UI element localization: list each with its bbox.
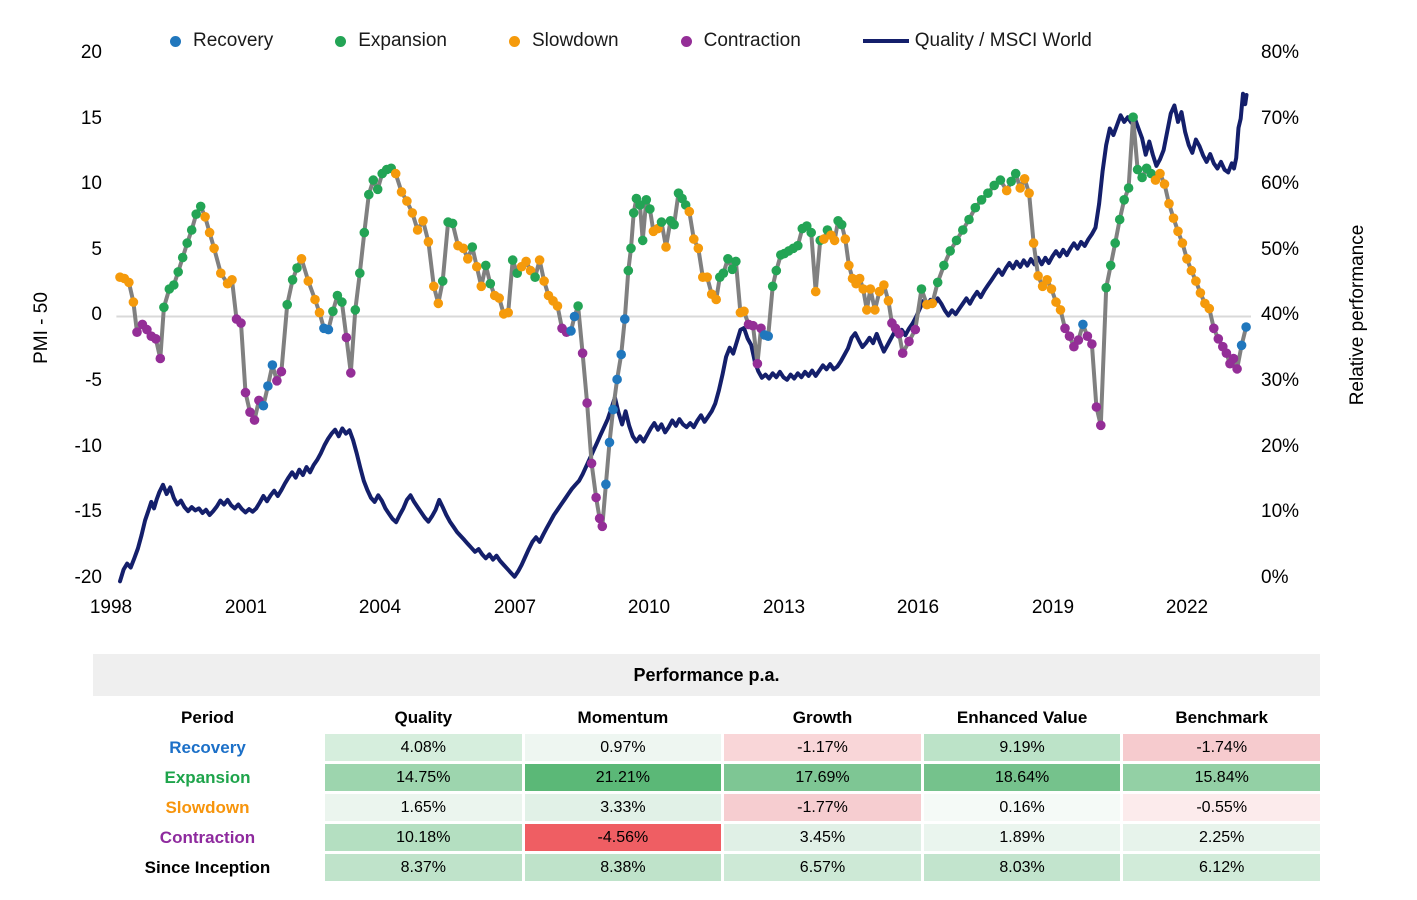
column-header-enhanced-value: Enhanced Value: [956, 708, 1088, 727]
y-right-tick: 0%: [1261, 567, 1289, 588]
column-header-growth: Growth: [792, 708, 853, 727]
column-header-period: Period: [181, 708, 234, 727]
right-axis-title: Relative performance: [1347, 224, 1368, 406]
y-left-tick: -5: [85, 370, 102, 391]
table-cell: -1.74%: [1123, 734, 1320, 761]
slowdown-dot-icon: [508, 35, 520, 47]
legend-item-recovery: Recovery: [170, 30, 273, 52]
legend-item-expansion: Expansion: [335, 30, 447, 52]
y-right-tick: 20%: [1261, 436, 1300, 457]
legend-label-slowdown: Slowdown: [531, 30, 619, 51]
table-title: Performance p.a.: [93, 654, 1320, 696]
x-tick: 1998: [89, 597, 133, 618]
table-cell: 8.03%: [923, 854, 1121, 881]
table-cell: 3.45%: [724, 824, 921, 851]
row-label-since-inception: Since Inception: [144, 858, 271, 877]
table-cell: -4.56%: [524, 824, 722, 851]
row-label-contraction: Contraction: [159, 828, 256, 847]
table-cell: 4.08%: [325, 734, 522, 761]
table-cell: 1.89%: [923, 824, 1121, 851]
column-header-quality: Quality: [394, 708, 453, 727]
legend-label-recovery: Recovery: [193, 30, 274, 51]
table-cell: 17.69%: [724, 764, 921, 791]
x-tick: 2004: [358, 597, 402, 618]
table-cell: 15.84%: [1123, 764, 1320, 791]
contraction-dot-icon: [680, 35, 692, 47]
y-left-tick: -10: [74, 436, 102, 457]
x-tick: 2016: [896, 597, 940, 618]
table-cell: 8.37%: [325, 854, 522, 881]
x-tick: 2022: [1165, 597, 1209, 618]
table-cell: 6.12%: [1123, 854, 1320, 881]
y-left-tick: 0: [91, 304, 102, 325]
table-grid: Period Quality Momentum Growth Enhanced …: [93, 704, 1320, 881]
table-cell: 8.38%: [524, 854, 722, 881]
quality-line-icon: [862, 39, 909, 43]
x-tick: 2010: [627, 597, 671, 618]
y-right-tick: 40%: [1261, 304, 1300, 325]
pmi-relative-performance-chart: [115, 91, 1251, 584]
y-right-tick: 50%: [1261, 239, 1300, 260]
y-left-tick: 10: [80, 173, 102, 194]
table-cell: 9.19%: [923, 734, 1121, 761]
table-cell: 3.33%: [524, 794, 722, 821]
legend-item-slowdown: Slowdown: [508, 30, 619, 52]
table-cell: 21.21%: [524, 764, 722, 791]
y-left-tick: 15: [80, 108, 102, 129]
y-left-tick: -20: [74, 567, 102, 588]
column-header-benchmark: Benchmark: [1175, 708, 1268, 727]
legend-label-contraction: Contraction: [703, 30, 801, 51]
row-label-expansion: Expansion: [164, 768, 251, 787]
expansion-dot-icon: [335, 35, 347, 47]
x-tick: 2001: [224, 597, 268, 618]
legend-label-expansion: Expansion: [358, 30, 447, 51]
table-cell: 0.97%: [524, 734, 722, 761]
y-right-tick: 30%: [1261, 370, 1300, 391]
x-tick: 2007: [493, 597, 537, 618]
x-tick: 2019: [1031, 597, 1075, 618]
chart-legend: Recovery Expansion Slowdown Contraction …: [170, 26, 1092, 56]
y-right-tick: 60%: [1261, 173, 1300, 194]
chart-area: Recovery Expansion Slowdown Contraction …: [31, 26, 1368, 618]
performance-table: Performance p.a. Period Quality Momentum…: [93, 654, 1320, 881]
table-cell: -1.77%: [724, 794, 921, 821]
y-left-tick: 20: [80, 42, 102, 63]
legend-label-quality-msci-world: Quality / MSCI World: [914, 30, 1092, 51]
y-left-tick: -15: [74, 501, 102, 522]
y-right-tick: 10%: [1261, 501, 1300, 522]
y-right-tick: 80%: [1261, 42, 1300, 63]
y-right-tick: 70%: [1261, 108, 1300, 129]
table-cell: 2.25%: [1123, 824, 1320, 851]
legend-item-contraction: Contraction: [680, 30, 801, 52]
left-axis-title: PMI - 50: [31, 292, 52, 364]
table-cell: 18.64%: [923, 764, 1121, 791]
table-cell: -0.55%: [1123, 794, 1320, 821]
row-label-slowdown: Slowdown: [165, 798, 250, 817]
table-cell: 6.57%: [724, 854, 921, 881]
table-cell: 1.65%: [325, 794, 522, 821]
x-tick: 2013: [762, 597, 806, 618]
recovery-dot-icon: [170, 35, 181, 47]
table-cell: 10.18%: [325, 824, 522, 851]
column-header-momentum: Momentum: [577, 708, 669, 727]
table-cell: 14.75%: [325, 764, 522, 791]
y-left-tick: 5: [91, 239, 102, 260]
table-cell: 0.16%: [923, 794, 1121, 821]
table-cell: -1.17%: [724, 734, 921, 761]
row-label-recovery: Recovery: [169, 738, 246, 757]
legend-item-quality-msci-world: Quality / MSCI World: [862, 30, 1092, 52]
